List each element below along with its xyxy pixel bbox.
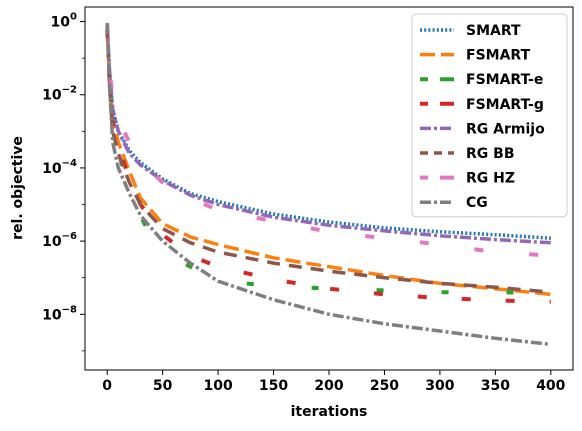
y-axis-label: rel. objective xyxy=(10,136,26,240)
legend-label-fsmart-e: FSMART-e xyxy=(466,72,543,88)
legend: SMART FSMART FSMART-e FSMART-g RG Armijo RG B… xyxy=(411,13,568,218)
x-tick-label: 50 xyxy=(153,378,173,394)
legend-label-cg: CG xyxy=(466,195,488,211)
x-axis-label: iterations xyxy=(291,404,368,420)
series-line-rg-hz xyxy=(105,25,551,258)
legend-label-fsmart-g: FSMART-g xyxy=(466,97,544,113)
legend-label-fsmart: FSMART xyxy=(466,48,531,64)
y-tick-label: 10−8 xyxy=(42,304,77,323)
legend-label-rg-bb: RG BB xyxy=(466,146,515,162)
y-tick-label: 100 xyxy=(51,12,77,31)
x-tick-label: 350 xyxy=(481,378,510,394)
series-line-cg xyxy=(105,23,551,347)
y-tick-label: 10−4 xyxy=(42,158,77,177)
x-tick-label: 300 xyxy=(425,378,454,394)
x-tick-label: 250 xyxy=(370,378,399,394)
series-line-rg-bb xyxy=(105,23,551,294)
legend-box xyxy=(411,13,568,218)
x-tick-label: 0 xyxy=(102,378,112,394)
series-layer xyxy=(105,23,551,347)
legend-label-rg-armijo: RG Armijo xyxy=(466,121,545,137)
y-tick-label: 10−6 xyxy=(42,231,77,250)
y-tick-label: 10−2 xyxy=(42,85,77,104)
legend-label-smart: SMART xyxy=(466,23,521,39)
series-line-fsmart-g xyxy=(105,29,551,304)
y-axis: 10−8 10−6 10−4 10−2 100 xyxy=(42,12,85,352)
x-tick-label: 100 xyxy=(203,378,232,394)
x-tick-label: 200 xyxy=(314,378,343,394)
x-axis: 0 50 100 150 200 250 300 350 400 xyxy=(102,370,566,394)
x-tick-label: 400 xyxy=(536,378,565,394)
x-tick-label: 150 xyxy=(259,378,288,394)
series-line-rg-armijo xyxy=(105,25,551,245)
legend-label-rg-hz: RG HZ xyxy=(466,171,515,187)
